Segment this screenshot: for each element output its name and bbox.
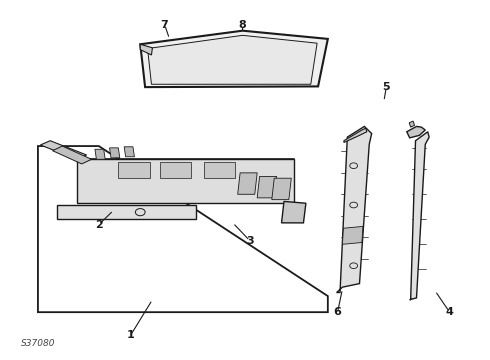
Text: 6: 6: [334, 307, 342, 317]
Text: 5: 5: [383, 82, 390, 92]
Polygon shape: [410, 132, 429, 300]
Text: 4: 4: [446, 307, 454, 317]
Polygon shape: [409, 121, 415, 127]
Polygon shape: [203, 162, 235, 178]
Polygon shape: [344, 128, 367, 143]
Polygon shape: [95, 149, 105, 159]
Polygon shape: [282, 202, 306, 223]
Polygon shape: [124, 147, 134, 157]
Polygon shape: [257, 176, 277, 198]
Polygon shape: [110, 148, 120, 158]
Polygon shape: [272, 178, 291, 200]
Polygon shape: [147, 35, 317, 84]
Polygon shape: [343, 226, 363, 244]
Polygon shape: [40, 141, 87, 159]
Text: 7: 7: [161, 19, 169, 30]
Polygon shape: [140, 44, 152, 55]
Polygon shape: [238, 173, 257, 194]
Polygon shape: [38, 146, 328, 312]
Polygon shape: [140, 31, 328, 87]
Text: 3: 3: [246, 236, 254, 246]
Polygon shape: [337, 126, 372, 293]
Polygon shape: [77, 158, 294, 203]
Polygon shape: [52, 146, 92, 164]
Polygon shape: [57, 205, 196, 219]
Text: S37080: S37080: [21, 339, 55, 348]
Text: 1: 1: [126, 330, 134, 341]
Polygon shape: [160, 162, 192, 178]
Text: 2: 2: [95, 220, 103, 230]
Polygon shape: [407, 126, 425, 138]
Polygon shape: [118, 162, 150, 178]
Text: 8: 8: [239, 19, 246, 30]
